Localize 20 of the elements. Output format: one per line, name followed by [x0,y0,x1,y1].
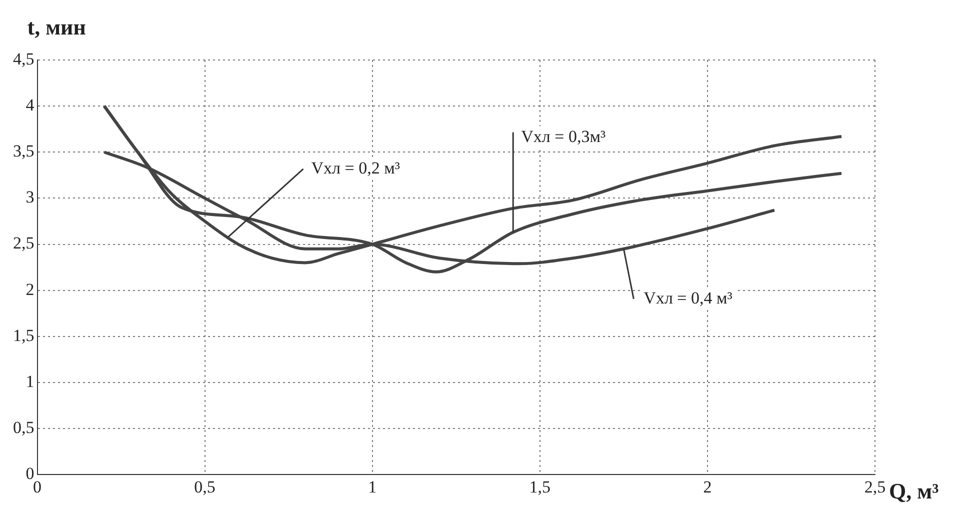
x-axis-title: Q, м³ [889,478,940,504]
annotation: Vхл = 0,4 м³ [644,288,732,308]
y-tick-label: 1,5 [13,326,34,345]
x-tick-label: 2 [703,477,712,496]
x-tick-label: 1,5 [529,477,551,496]
y-tick-label: 1 [26,372,34,391]
y-tick-label: 3,5 [13,142,34,161]
annotation: Vхл = 0,2 м³ [311,158,400,178]
y-tick-label: 0,5 [13,418,34,437]
y-tick-label: 4,5 [13,49,34,68]
x-tick-label: 2,5 [864,477,886,496]
annotation: Vхл = 0,3м³ [521,126,606,146]
x-tick-label: 1 [368,477,377,496]
y-axis-title: t, мин [27,14,86,40]
y-tick-label: 2 [26,280,34,299]
y-tick-label: 0 [26,464,34,484]
y-tick-label: 2,5 [13,234,34,253]
x-tick-label: 0,5 [194,477,216,496]
y-tick-label: 4 [26,96,35,115]
y-tick-label: 3 [26,188,34,207]
